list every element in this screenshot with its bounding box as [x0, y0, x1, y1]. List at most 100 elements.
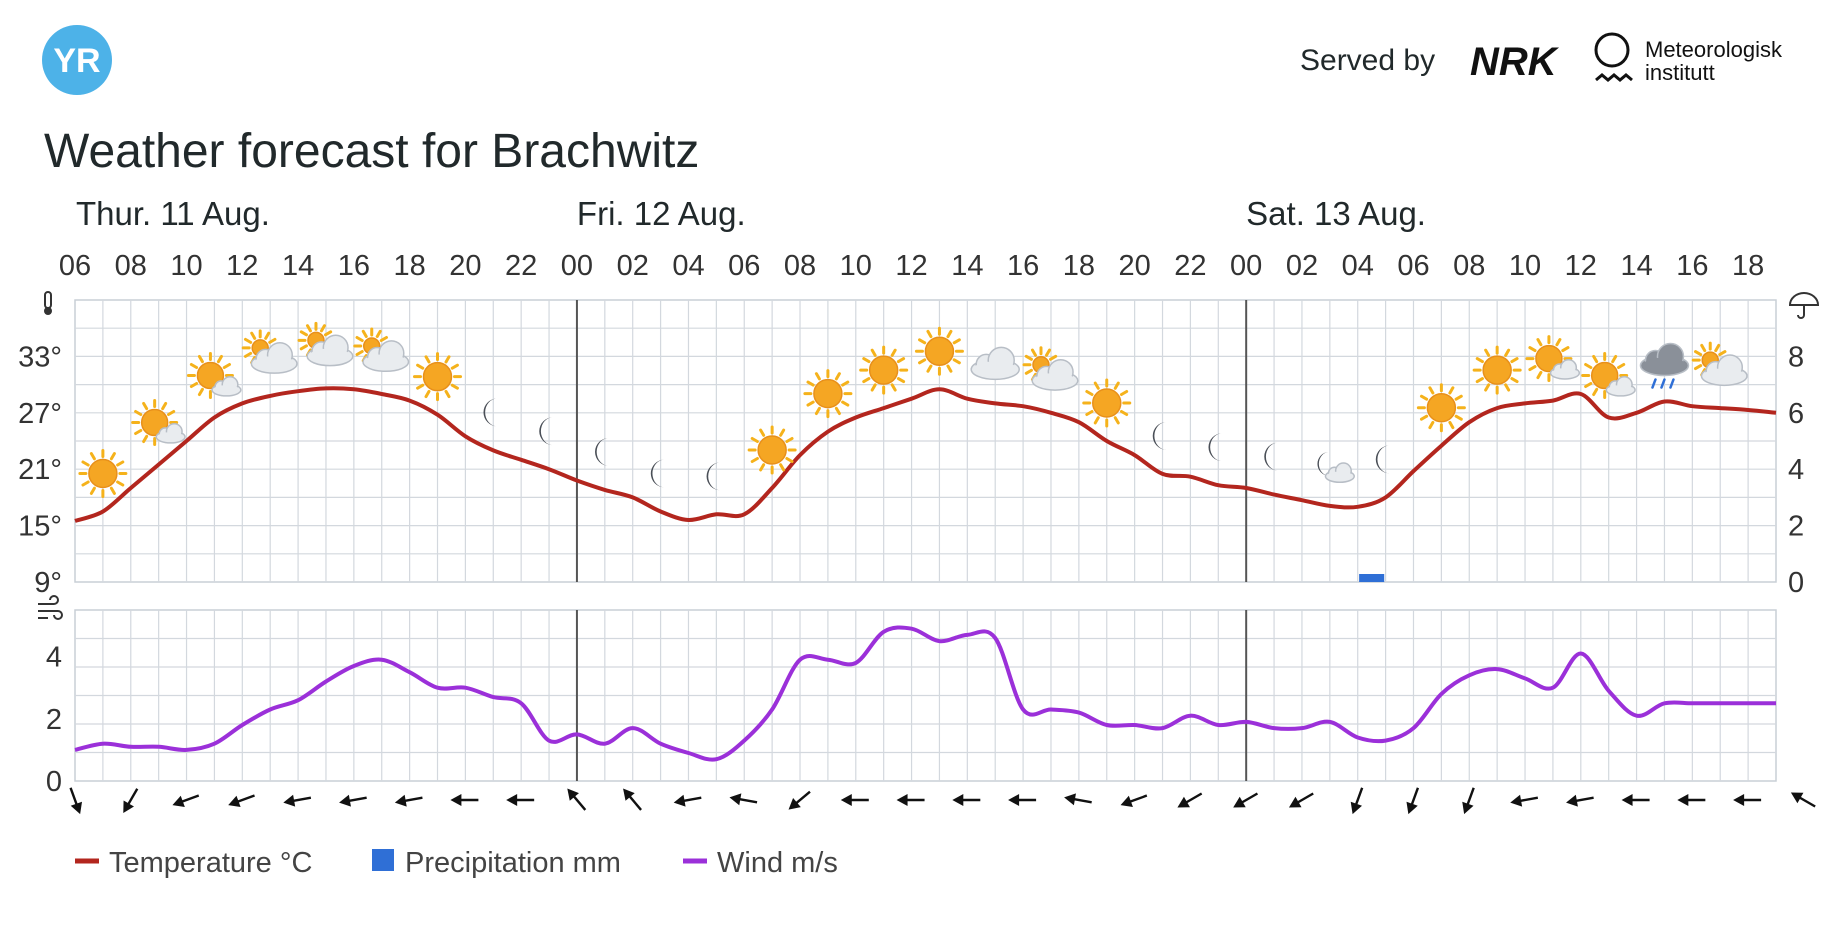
cloud-shape: [250, 342, 298, 374]
sun-ray: [268, 337, 277, 344]
yr-logo-circle: [42, 25, 112, 95]
sun-ray: [806, 400, 815, 407]
wind-direction-arrow: [1008, 794, 1037, 807]
sun-ray: [1454, 414, 1463, 421]
wind-direction-arrow: [623, 788, 642, 811]
hour-label: 08: [784, 250, 816, 282]
sun-icon: [1082, 378, 1132, 428]
sun-ray: [450, 363, 459, 370]
sun-ray: [250, 331, 257, 340]
wind-direction-arrow: [788, 790, 811, 810]
hour-label: 06: [728, 250, 760, 282]
wind-direction-arrow: [228, 794, 255, 808]
sun-ray: [243, 337, 253, 344]
hour-label: 00: [561, 250, 593, 282]
sun-ray: [834, 372, 841, 381]
cloud-fill: [1607, 385, 1634, 395]
wind-direction-arrow: [567, 788, 587, 811]
yr-logo-text: YR: [53, 42, 100, 80]
yr-logo[interactable]: YR: [42, 25, 112, 95]
hour-label: 04: [1342, 250, 1374, 282]
sun-ray: [379, 336, 388, 342]
sun-ray: [355, 336, 364, 342]
wind-direction-arrow: [1177, 792, 1203, 808]
wind-direction-arrow: [1462, 787, 1475, 815]
rain-drop: [1660, 378, 1666, 389]
sun-ray: [167, 410, 176, 416]
met-logo[interactable]: Meteorologisk institutt: [1594, 32, 1783, 85]
cloud-sun-icon: [1691, 341, 1748, 387]
hour-label: 18: [393, 250, 425, 282]
temperature-tick-label: 27°: [18, 398, 62, 430]
sun-ray: [305, 324, 312, 333]
sun-ray: [81, 460, 90, 467]
sun-ray: [841, 400, 850, 407]
wind-direction-arrow: [729, 793, 758, 806]
hour-label: 08: [1453, 250, 1485, 282]
precipitation-bar: [1359, 574, 1385, 582]
hour-label: 10: [1509, 250, 1541, 282]
temperature-tick-label: 15°: [18, 511, 62, 543]
sun-ray: [424, 355, 431, 364]
cloud-sun-icon: [297, 321, 354, 367]
precipitation-tick-label: 4: [1788, 454, 1804, 486]
sun-shape: [78, 449, 128, 498]
sun-shape: [1082, 378, 1132, 428]
sun-ray: [1419, 414, 1429, 421]
sun-ray: [1448, 420, 1455, 430]
sun-ray: [197, 354, 204, 364]
sun-ray: [1475, 377, 1484, 384]
moon-cloud-icon: [1317, 451, 1355, 484]
cloud-shape: [306, 334, 354, 367]
sun-ray: [862, 377, 871, 384]
sun-ray: [785, 457, 794, 463]
sun-ray: [1484, 348, 1491, 357]
sun-ray: [1510, 357, 1519, 364]
hour-label: 02: [617, 250, 649, 282]
cloud-fill: [157, 432, 184, 442]
hour-label: 12: [226, 250, 258, 282]
sun-ray: [1528, 365, 1537, 372]
wind-direction-arrow: [952, 794, 981, 807]
sun-shape: [914, 326, 964, 376]
sun-ray: [444, 355, 451, 364]
sun-ray: [264, 331, 271, 340]
sun-ray: [834, 406, 841, 416]
wind-arrow-head: [1733, 793, 1745, 806]
sun-ray: [1049, 354, 1058, 361]
sun-disc: [1092, 388, 1122, 418]
legend-label-wind: Wind m/s: [717, 847, 838, 879]
sun-ray: [1718, 350, 1727, 357]
sun-ray: [243, 351, 253, 358]
hour-label: 08: [115, 250, 147, 282]
cloud-fill: [1034, 373, 1076, 389]
met-logo-line1: Meteorologisk: [1645, 37, 1783, 62]
sun-ray: [134, 429, 143, 435]
sun-ray: [1428, 386, 1435, 395]
sun-ray: [416, 383, 425, 390]
temperature-line: [74, 386, 1777, 523]
wind-arrow-head: [1566, 794, 1578, 807]
sun-ray: [89, 486, 96, 495]
nrk-logo[interactable]: NRK: [1470, 40, 1560, 84]
wind-arrow-head: [1064, 793, 1076, 806]
sun-ray: [1714, 343, 1721, 353]
sun-ray: [361, 329, 368, 338]
sun-icon: [859, 345, 909, 395]
wind-direction-arrow: [394, 794, 423, 807]
wind-arrow-head: [623, 788, 635, 801]
hour-label: 10: [170, 250, 202, 282]
day-label: Fri. 12 Aug.: [577, 195, 746, 232]
wind-direction-arrow: [506, 794, 535, 807]
wind-arrow-head: [840, 794, 852, 807]
cloud-shape: [1605, 375, 1636, 397]
wind-direction-arrow: [1677, 793, 1706, 806]
wind-arrow-head: [1120, 795, 1133, 808]
sun-ray: [1504, 348, 1511, 357]
thermometer-icon: [44, 291, 52, 315]
hour-label: 16: [1007, 250, 1039, 282]
sun-ray: [779, 428, 786, 437]
sun-ray: [896, 377, 906, 384]
cloud-fill: [1703, 368, 1746, 384]
wind-arrow-head: [1288, 796, 1302, 808]
